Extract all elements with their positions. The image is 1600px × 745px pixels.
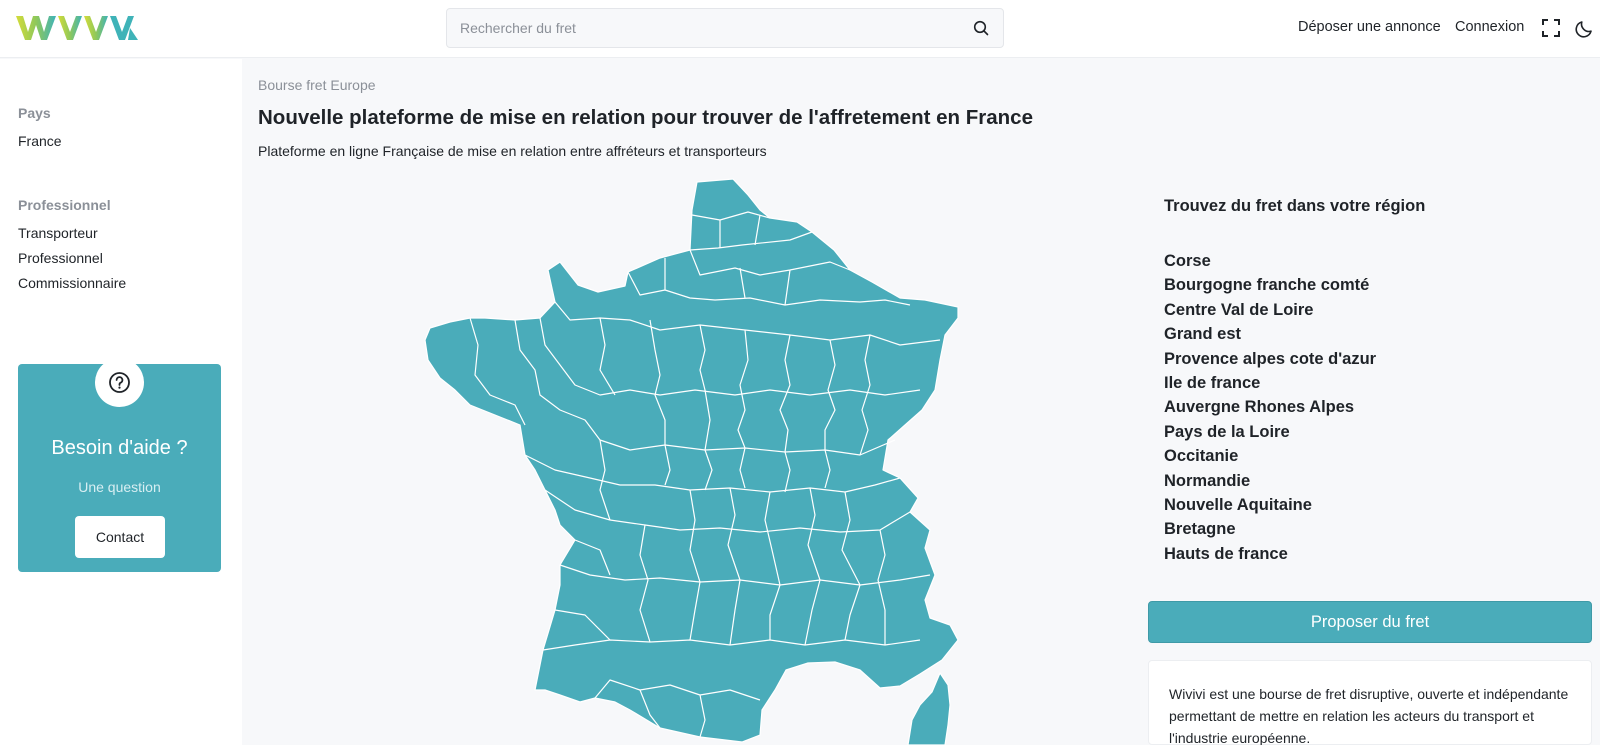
department-borders — [469, 211, 941, 738]
sidebar: Pays France Professionnel Transporteur P… — [0, 59, 242, 745]
region-link-nouvelle-aquitaine[interactable]: Nouvelle Aquitaine — [1164, 495, 1312, 514]
help-card: Besoin d'aide ? Une question Contact — [18, 358, 221, 572]
france-departments-map[interactable] — [420, 178, 980, 745]
sidebar-item-commissionnaire[interactable]: Commissionnaire — [18, 275, 127, 291]
top-header: Déposer une annonce Connexion — [0, 0, 1600, 58]
login-link[interactable]: Connexion — [1455, 19, 1525, 35]
propose-freight-button[interactable]: Proposer du fret — [1148, 601, 1592, 643]
region-link-occitanie[interactable]: Occitanie — [1164, 447, 1239, 466]
about-info-box: Wivivi est une bourse de fret disruptive… — [1148, 660, 1592, 745]
help-title: Besoin d'aide ? — [51, 437, 188, 459]
region-link-bourgogne[interactable]: Bourgogne franche comté — [1164, 276, 1370, 295]
region-link-normandie[interactable]: Normandie — [1164, 471, 1251, 490]
sidebar-item-professionnel[interactable]: Professionnel — [18, 250, 103, 266]
about-text: Wivivi est une bourse de fret disruptive… — [1169, 686, 1569, 745]
fullscreen-icon[interactable] — [1541, 18, 1561, 38]
search-input[interactable] — [447, 9, 967, 47]
post-ad-link[interactable]: Déposer une annonce — [1298, 19, 1441, 35]
breadcrumb[interactable]: Bourse fret Europe — [258, 77, 376, 93]
question-icon — [109, 372, 130, 393]
region-link-pays-loire[interactable]: Pays de la Loire — [1164, 422, 1290, 441]
search-icon[interactable] — [973, 20, 989, 36]
corsica-shape — [907, 672, 951, 745]
search-bar[interactable] — [446, 8, 1004, 48]
pro-heading: Professionnel — [18, 197, 111, 213]
help-icon-circle — [95, 358, 144, 407]
region-link-hauts-de-france[interactable]: Hauts de france — [1164, 544, 1288, 563]
contact-button[interactable]: Contact — [75, 516, 165, 558]
france-mainland-shape — [424, 178, 959, 743]
region-link-grand-est[interactable]: Grand est — [1164, 325, 1242, 344]
page-subtitle: Plateforme en ligne Française de mise en… — [258, 143, 767, 159]
region-link-paca[interactable]: Provence alpes cote d'azur — [1164, 349, 1377, 368]
region-link-auvergne[interactable]: Auvergne Rhones Alpes — [1164, 398, 1355, 417]
region-list: Corse Bourgogne franche comté Centre Val… — [1164, 252, 1376, 569]
wivivi-logo[interactable] — [16, 14, 140, 42]
sidebar-item-france[interactable]: France — [18, 133, 62, 149]
region-link-centre[interactable]: Centre Val de Loire — [1164, 300, 1314, 319]
regions-heading: Trouvez du fret dans votre région — [1164, 197, 1426, 215]
country-heading: Pays — [18, 105, 51, 121]
moon-icon[interactable] — [1575, 18, 1595, 38]
page-title: Nouvelle plateforme de mise en relation … — [258, 106, 1033, 129]
region-link-corse[interactable]: Corse — [1164, 252, 1211, 270]
help-subtitle: Une question — [78, 479, 161, 495]
sidebar-item-transporteur[interactable]: Transporteur — [18, 225, 98, 241]
region-link-idf[interactable]: Ile de france — [1164, 373, 1261, 392]
region-link-bretagne[interactable]: Bretagne — [1164, 520, 1236, 539]
